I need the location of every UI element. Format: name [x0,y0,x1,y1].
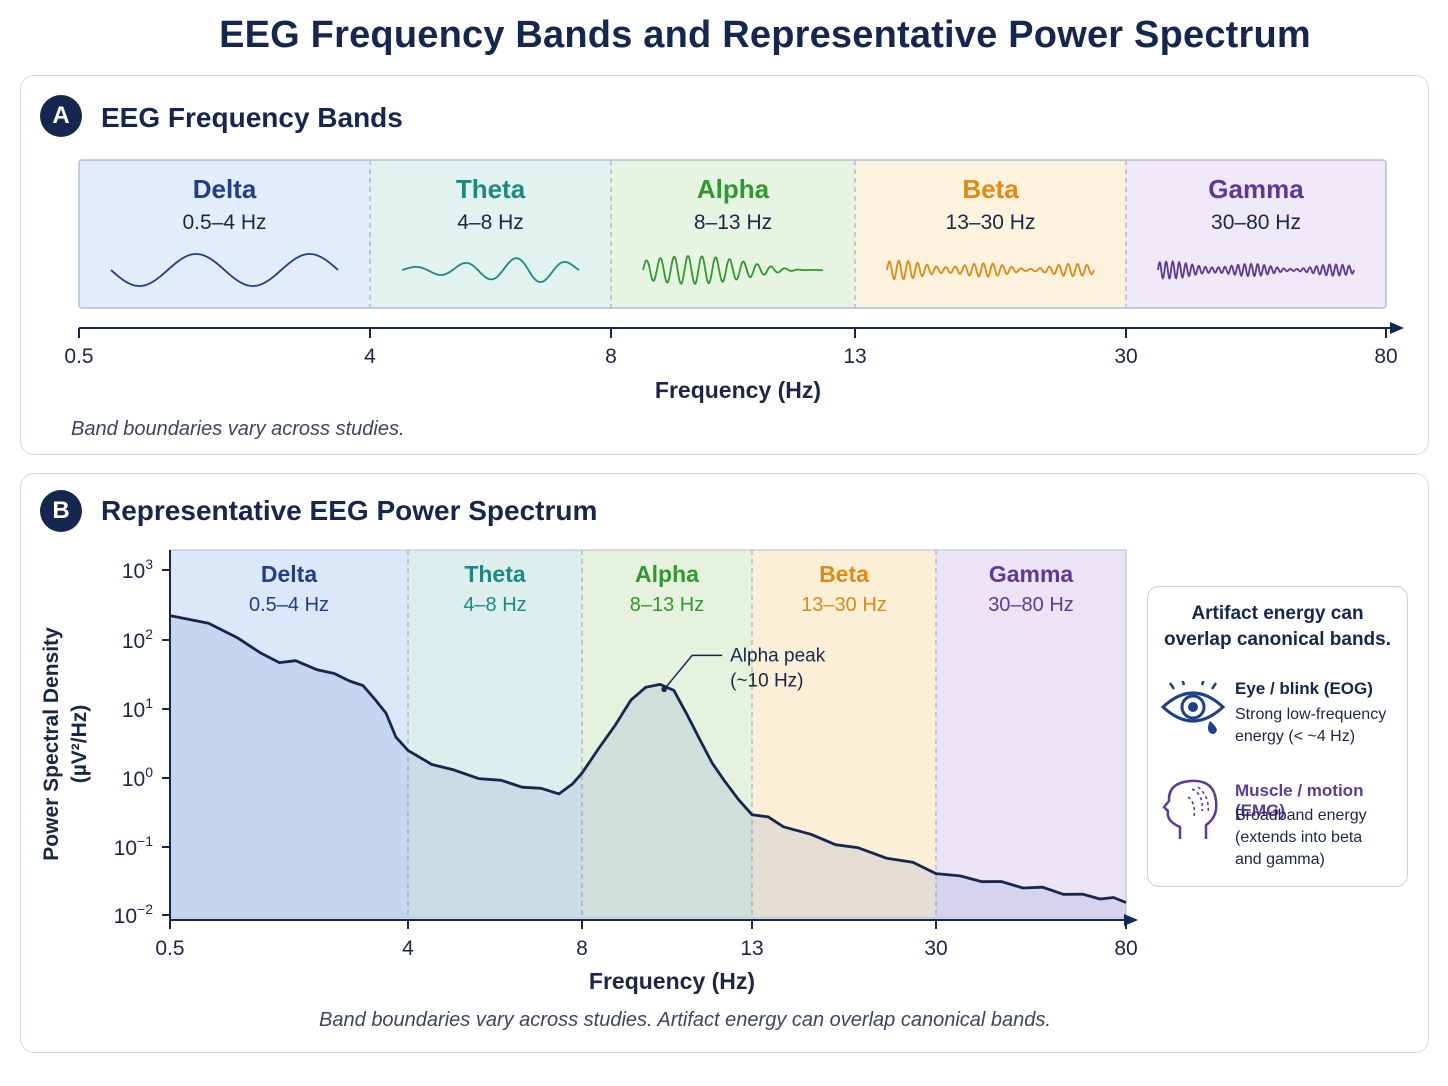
band-gamma-waveform [1157,259,1355,281]
band-beta-waveform [886,259,1095,281]
spectrum-x-tick-label: 13 [740,937,763,960]
band-theta-box [370,160,611,308]
band-axis-tick-label: 8 [605,345,617,368]
spectrum-x-axis-title: Frequency (Hz) [589,968,755,994]
band-alpha-box [611,160,855,308]
artifact-title-line2: overlap canonical bands. [1163,629,1392,650]
band-gamma-name: Gamma [1208,174,1304,204]
band-delta-name: Delta [193,174,257,204]
spectrum-band-beta-range: 13–30 Hz [801,594,887,616]
artifact-box-title: Artifact energy can overlap canonical ba… [1148,601,1407,653]
alpha-peak-sublabel: (~10 Hz) [730,670,803,691]
power-spectrum-chart: Delta 0.5–4 Hz Theta 4–8 Hz Alpha 8–13 Hz Beta… [40,549,1138,994]
spectrum-band-theta [408,550,582,918]
eog-label: Eye / blink (EOG) [1235,679,1373,698]
spectrum-band-theta-range: 4–8 Hz [463,594,526,616]
band-alpha-name: Alpha [697,174,770,204]
emg-desc-line2: (extends into beta [1235,829,1363,846]
spectrum-x-tick-label: 0.5 [155,937,184,960]
band-delta-waveform [110,253,339,287]
emg-description: Broadband energy (extends into beta and … [1235,805,1367,871]
band-diagram: Delta 0.5–4 Hz Theta 4–8 Hz Alpha 8–13 Hz Beta… [64,159,1404,403]
eog-description: Strong low-frequency energy (< ~4 Hz) [1235,704,1386,748]
band-axis-tick-label: 4 [364,345,376,368]
panel-a-title: EEG Frequency Bands [101,102,403,133]
panel-b-note: Band boundaries vary across studies. Art… [319,1009,1051,1031]
eog-desc-line1: Strong low-frequency [1235,706,1387,723]
band-axis-tick-label: 0.5 [64,345,93,368]
spectrum-y-tick-label: 10−2 [114,901,154,928]
panel-b-badge: B [40,490,82,532]
spectrum-x-tick-label: 8 [576,937,588,960]
spectrum-band-alpha-name: Alpha [635,561,699,587]
spectrum-x-tick-label: 30 [924,937,947,960]
artifact-title-line1: Artifact energy can [1191,603,1364,624]
panel-a-badge: A [40,95,82,137]
alpha-peak-marker [661,686,667,693]
band-beta-range: 13–30 Hz [946,211,1036,234]
band-strip-border [78,159,1387,309]
head-muscle-icon [1162,779,1218,839]
spectrum-y-tick-label: 102 [122,626,153,653]
panel-a-note: Band boundaries vary across studies. [71,418,405,440]
spectrum-line [169,614,1127,904]
spectrum-band-beta-name: Beta [819,561,869,587]
spectrum-band-delta-range: 0.5–4 Hz [249,594,329,616]
band-delta-range: 0.5–4 Hz [182,211,266,234]
band-beta-name: Beta [962,174,1019,204]
eog-desc-line2: energy (< ~4 Hz) [1235,728,1356,745]
spectrum-band-alpha-range: 8–13 Hz [630,594,705,616]
spectrum-y-tick-label: 103 [122,556,153,583]
panel-b-title: Representative EEG Power Spectrum [101,495,598,526]
band-theta-range: 4–8 Hz [457,211,524,234]
spectrum-band-theta-name: Theta [464,561,526,587]
spectrum-band-gamma-name: Gamma [989,561,1074,587]
band-alpha-range: 8–13 Hz [694,211,772,234]
artifact-legend-box: Artifact energy can overlap canonical ba… [1147,586,1408,887]
spectrum-band-gamma-range: 30–80 Hz [988,594,1074,616]
band-alpha-waveform [642,254,824,285]
spectrum-band-beta [752,550,936,918]
emg-desc-line1: Broadband energy [1235,807,1367,824]
band-theta-waveform [401,257,580,284]
emg-label: Muscle / motion (EMG) [1235,781,1364,820]
spectrum-area-fill [170,615,1126,918]
spectrum-x-tick-label: 80 [1114,937,1137,960]
eye-blink-icon [1160,681,1226,734]
spectrum-band-gamma [936,550,1126,918]
spectrum-band-delta [170,550,408,918]
band-axis-tick-label: 80 [1374,345,1397,368]
spectrum-y-tick-label: 100 [122,764,153,791]
spectrum-x-axis-arrow [1124,914,1138,926]
band-theta-name: Theta [456,174,526,204]
band-axis-title: Frequency (Hz) [655,377,821,403]
emg-desc-line3: and gamma) [1235,851,1325,868]
spectrum-y-tick-label: 10−1 [114,833,154,860]
spectrum-y-axis-title: Power Spectral Density [40,627,63,861]
page-title: EEG Frequency Bands and Representative P… [219,14,1311,56]
band-axis-arrow [1390,322,1404,334]
band-axis-tick-label: 13 [843,345,866,368]
spectrum-y-axis-units: (µV²/Hz) [68,705,91,784]
band-gamma-box [1126,160,1386,308]
alpha-peak-leader [663,654,723,690]
band-axis-tick-label: 30 [1114,345,1137,368]
spectrum-x-tick-label: 4 [402,937,414,960]
band-gamma-range: 30–80 Hz [1211,211,1301,234]
spectrum-band-delta-name: Delta [261,561,317,587]
alpha-peak-label: Alpha peak [730,645,826,666]
spectrum-y-tick-label: 101 [122,695,153,722]
band-beta-box [855,160,1126,308]
